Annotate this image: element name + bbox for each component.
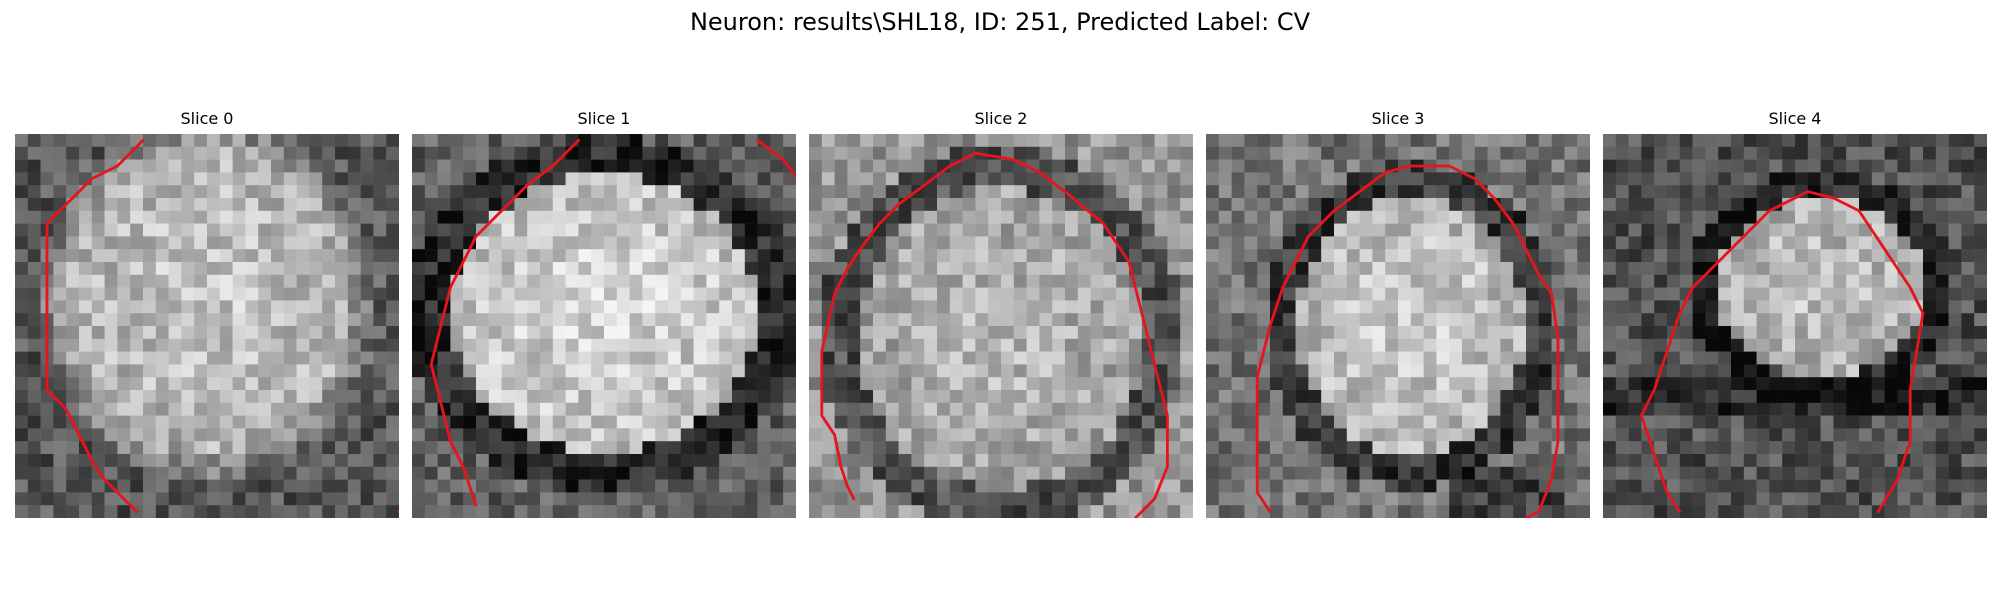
slice-image — [1603, 134, 1987, 518]
slice-title: Slice 0 — [180, 109, 234, 128]
cell-contour — [45, 138, 145, 514]
slice-title: Slice 2 — [974, 109, 1028, 128]
cell-contour — [1255, 164, 1560, 518]
cell-contour — [1639, 190, 1925, 514]
slice-image — [1206, 134, 1590, 518]
slice-image — [412, 134, 796, 518]
slice-panel-2: Slice 2 — [809, 0, 1193, 600]
slice-image — [809, 134, 1193, 518]
cell-contour — [429, 138, 580, 507]
slice-panel-1: Slice 1 — [412, 0, 796, 600]
slice-title: Slice 4 — [1768, 109, 1822, 128]
slice-panel-3: Slice 3 — [1206, 0, 1590, 600]
figure-title: Neuron: results\SHL18, ID: 251, Predicte… — [689, 8, 1311, 36]
slice-title: Slice 1 — [577, 109, 631, 128]
cell-contour — [756, 138, 796, 180]
slice-title: Slice 3 — [1371, 109, 1425, 128]
slice-panel-0: Slice 0 — [15, 0, 399, 600]
slice-image — [15, 134, 399, 518]
slice-panel-4: Slice 4 — [1603, 0, 1987, 600]
cell-contour — [820, 151, 1169, 518]
